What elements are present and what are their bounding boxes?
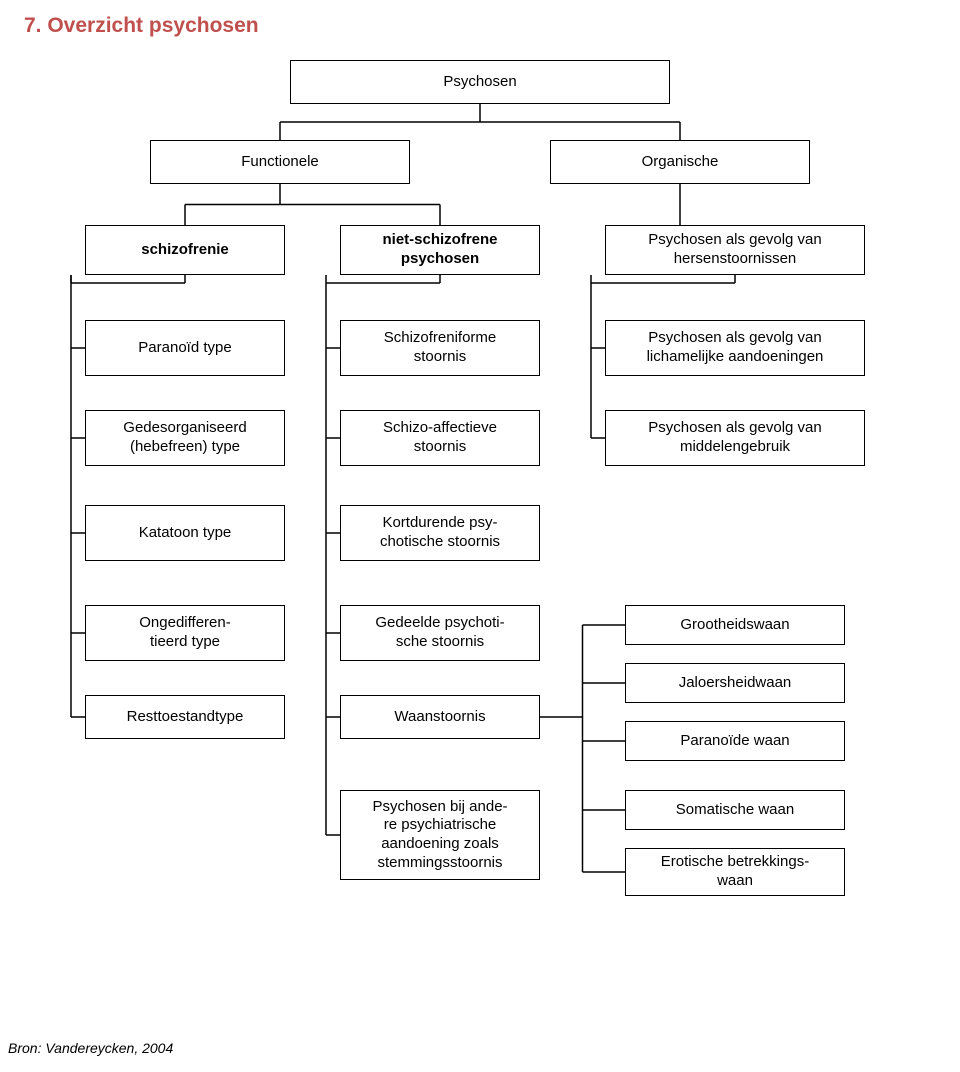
node-erotische-waan: Erotische betrekkings-waan: [625, 848, 845, 896]
node-lichamelijke: Psychosen als gevolg vanlichamelijke aan…: [605, 320, 865, 376]
page-title: 7. Overzicht psychosen: [24, 14, 259, 38]
source-citation: Bron: Vandereycken, 2004: [8, 1040, 173, 1056]
node-psychosen-bij-andere: Psychosen bij ande-re psychiatrischeaand…: [340, 790, 540, 880]
node-hersenstoornissen: Psychosen als gevolg vanhersenstoornisse…: [605, 225, 865, 275]
node-schizo-affectieve: Schizo-affectievestoornis: [340, 410, 540, 466]
node-root: Psychosen: [290, 60, 670, 104]
page: 7. Overzicht psychosen Psychosen Functio…: [0, 0, 960, 1072]
node-gedeelde: Gedeelde psychoti-sche stoornis: [340, 605, 540, 661]
node-schizofreniforme: Schizofreniformestoornis: [340, 320, 540, 376]
node-organische: Organische: [550, 140, 810, 184]
node-resttoestandtype: Resttoestandtype: [85, 695, 285, 739]
node-grootheidswaan: Grootheidswaan: [625, 605, 845, 645]
node-functionele: Functionele: [150, 140, 410, 184]
node-gedesorganiseerd: Gedesorganiseerd(hebefreen) type: [85, 410, 285, 466]
node-jaloersheidwaan: Jaloersheidwaan: [625, 663, 845, 703]
node-ongedifferentieerd: Ongedifferen-tieerd type: [85, 605, 285, 661]
node-middelengebruik: Psychosen als gevolg vanmiddelengebruik: [605, 410, 865, 466]
node-waanstoornis: Waanstoornis: [340, 695, 540, 739]
node-schizofrenie: schizofrenie: [85, 225, 285, 275]
node-somatische-waan: Somatische waan: [625, 790, 845, 830]
node-paranoid-type: Paranoïd type: [85, 320, 285, 376]
node-katatoon: Katatoon type: [85, 505, 285, 561]
node-kortdurende: Kortdurende psy-chotische stoornis: [340, 505, 540, 561]
node-paranoide-waan: Paranoïde waan: [625, 721, 845, 761]
node-niet-schizofrene: niet-schizofrenepsychosen: [340, 225, 540, 275]
